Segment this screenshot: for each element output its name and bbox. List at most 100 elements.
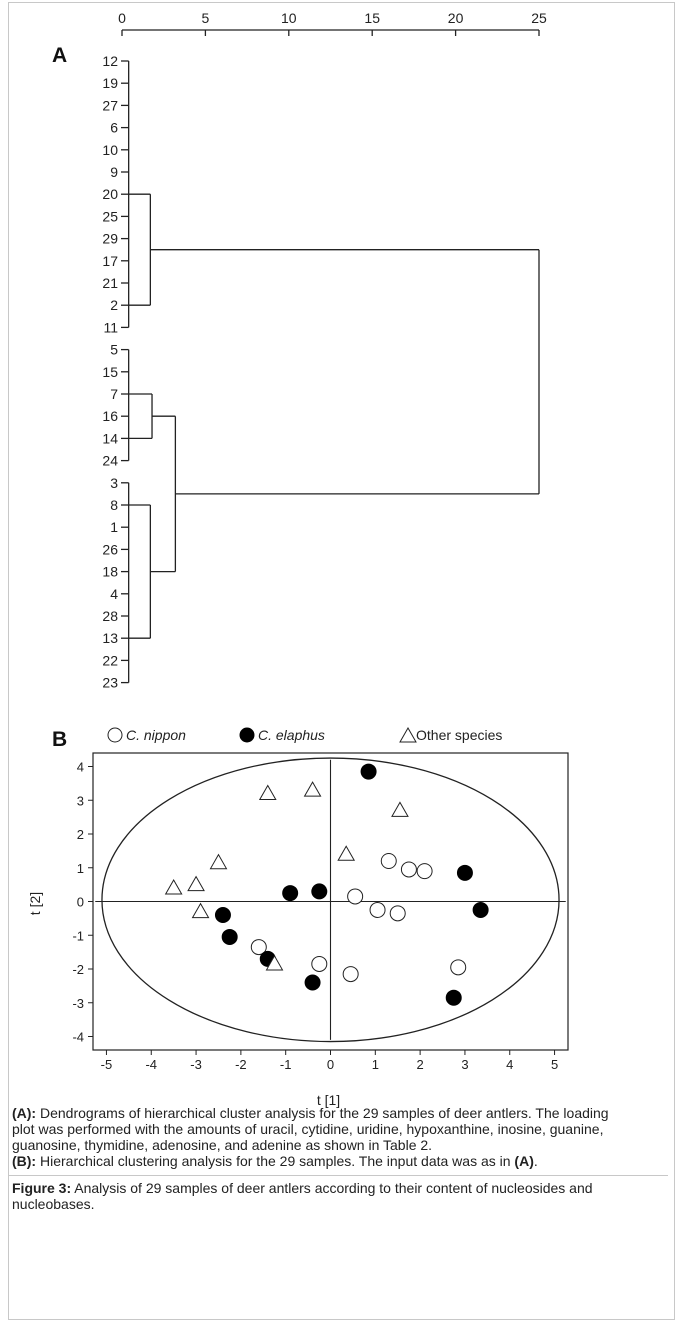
leaf-label: 12 — [102, 53, 118, 69]
point-other-species — [191, 902, 210, 919]
leaf-label: 13 — [102, 630, 118, 646]
point-c-nippon — [369, 901, 386, 918]
x-tick-label: 5 — [551, 1057, 558, 1072]
point-c-nippon — [342, 966, 359, 983]
leaf-label: 27 — [102, 97, 118, 113]
x-tick-label: 4 — [506, 1057, 513, 1072]
leaf-label: 6 — [110, 120, 118, 136]
point-c-elaphus — [221, 928, 238, 945]
point-c-nippon — [400, 861, 417, 878]
leaf-label: 18 — [102, 564, 118, 580]
y-tick-label: 2 — [77, 827, 84, 842]
figure-label: Figure 3: — [12, 1180, 72, 1196]
point-other-species — [187, 875, 205, 892]
leaf-label: 3 — [110, 475, 118, 491]
leaf-label: 2 — [110, 297, 118, 313]
legend-marker-open-circle — [107, 727, 123, 743]
leaf-label: 4 — [110, 586, 118, 602]
leaf-label: 25 — [102, 208, 118, 224]
leaf-label: 15 — [102, 364, 118, 380]
legend-label: C. nippon — [126, 727, 186, 743]
y-tick-label: -4 — [72, 1030, 84, 1045]
point-c-nippon — [389, 905, 406, 922]
leaf-label: 8 — [110, 497, 118, 513]
caption-divider — [8, 1175, 668, 1176]
point-c-elaphus — [456, 864, 473, 881]
y-tick-label: 3 — [77, 793, 84, 808]
leaf-label: 10 — [102, 142, 118, 158]
scale-tick-label: 25 — [531, 10, 547, 26]
caption-b-end: . — [533, 1153, 538, 1169]
y-axis-label: t [2] — [27, 892, 43, 915]
confidence-ellipse — [101, 757, 560, 1043]
point-c-elaphus — [360, 763, 377, 780]
point-c-nippon — [416, 863, 433, 880]
point-c-elaphus — [445, 989, 462, 1006]
scatter-panel: B C. nippon C. elaphus Other species -5 -4 -3 -… — [27, 726, 569, 1108]
leaf-label: 7 — [110, 386, 118, 402]
figure-text: Analysis of 29 samples of deer antlers a… — [12, 1180, 593, 1212]
point-c-elaphus — [282, 885, 299, 902]
x-tick-label: -2 — [235, 1057, 247, 1072]
y-tick-label: 0 — [77, 895, 84, 910]
leaf-label: 19 — [102, 75, 118, 91]
y-tick-label: 1 — [77, 861, 84, 876]
x-tick-label: 0 — [327, 1057, 334, 1072]
y-tick-label: -2 — [72, 962, 84, 977]
x-tick-label: -3 — [190, 1057, 202, 1072]
point-other-species — [258, 784, 277, 800]
figure-frame — [8, 2, 675, 1320]
point-other-species — [265, 954, 284, 971]
x-axis-label: t [1] — [317, 1092, 340, 1108]
figure-caption: (A): Dendrograms of hierarchical cluster… — [8, 1105, 668, 1212]
point-c-nippon — [450, 959, 467, 976]
leaf-label: 22 — [102, 652, 118, 668]
caption-a-text: Dendrograms of hierarchical cluster anal… — [12, 1105, 609, 1153]
point-other-species — [337, 845, 356, 861]
caption-b-label: (B): — [12, 1153, 37, 1169]
point-other-species — [303, 781, 322, 797]
leaf-label: 9 — [110, 164, 118, 180]
x-tick-label: -4 — [145, 1057, 157, 1072]
leaf-label: 14 — [102, 430, 118, 446]
legend-label: Other species — [416, 727, 502, 743]
scale-tick-label: 15 — [364, 10, 380, 26]
x-tick-label: 1 — [372, 1057, 379, 1072]
panel-label-b: B — [52, 728, 67, 751]
scale-tick-label: 0 — [118, 10, 126, 26]
point-c-nippon — [250, 939, 267, 956]
x-tick-label: 3 — [461, 1057, 468, 1072]
leaf-label: 5 — [110, 342, 118, 358]
x-tick-label: -1 — [280, 1057, 292, 1072]
leaf-label: 16 — [102, 408, 118, 424]
point-c-elaphus — [214, 907, 231, 923]
scale-tick-label: 5 — [202, 10, 210, 26]
point-c-elaphus — [472, 901, 489, 918]
scale-tick-label: 20 — [448, 10, 464, 26]
caption-figure: Figure 3: Analysis of 29 samples of deer… — [12, 1180, 612, 1212]
leaf-label: 20 — [102, 186, 118, 202]
panel-label-a: A — [52, 44, 67, 67]
y-tick-label: 4 — [77, 760, 84, 775]
leaf-label: 29 — [102, 231, 118, 247]
legend-label: C. elaphus — [258, 727, 325, 743]
point-c-nippon — [380, 853, 397, 869]
leaf-label: 24 — [102, 453, 118, 469]
leaf-label: 1 — [110, 519, 118, 535]
leaf-label: 17 — [102, 253, 118, 269]
caption-para-a: (A): Dendrograms of hierarchical cluster… — [12, 1105, 612, 1153]
point-other-species — [391, 801, 409, 817]
x-tick-label: 2 — [417, 1057, 424, 1072]
scale-tick-label: 10 — [281, 10, 297, 26]
leaf-label: 26 — [102, 541, 118, 557]
x-tick-label: -5 — [101, 1057, 113, 1072]
leaf-label: 11 — [103, 319, 118, 335]
caption-b-ref: (A) — [514, 1153, 534, 1169]
leaf-label: 21 — [102, 275, 118, 291]
legend-marker-filled-circle — [239, 727, 255, 743]
leaf-label: 28 — [102, 608, 118, 624]
point-c-nippon — [311, 955, 328, 972]
legend-marker-triangle — [399, 726, 417, 743]
y-tick-label: -3 — [72, 996, 84, 1011]
point-other-species — [209, 853, 228, 870]
